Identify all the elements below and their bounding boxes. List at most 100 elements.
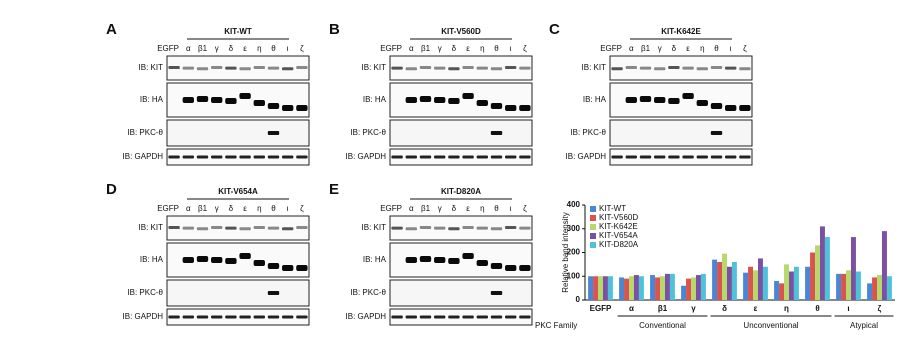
- blot-box: [609, 119, 753, 147]
- band: [611, 67, 623, 71]
- legend-swatch: [590, 206, 596, 212]
- bar: [753, 270, 758, 300]
- band: [182, 226, 194, 230]
- band: [696, 155, 708, 159]
- lane-label: ι: [730, 44, 732, 53]
- band: [225, 66, 237, 70]
- panel-letter: D: [106, 181, 117, 198]
- lane-label: γ: [438, 204, 442, 213]
- blot-box: [389, 82, 533, 118]
- bar: [784, 264, 789, 300]
- band: [519, 66, 531, 70]
- bar: [805, 266, 811, 300]
- band: [405, 257, 417, 263]
- blot-box: [389, 119, 533, 147]
- band: [710, 131, 723, 135]
- bar: [633, 275, 639, 300]
- lane-label: ε: [243, 204, 247, 213]
- band: [654, 155, 666, 159]
- band: [448, 155, 460, 159]
- band: [490, 291, 503, 295]
- band: [462, 315, 474, 319]
- row-label: IB: KIT: [139, 63, 164, 72]
- band: [434, 226, 446, 230]
- bar: [757, 258, 763, 300]
- lane-label: β1: [198, 204, 208, 213]
- band: [282, 315, 294, 319]
- band: [476, 155, 488, 159]
- band: [182, 66, 194, 70]
- band: [391, 315, 403, 319]
- bar: [607, 276, 613, 300]
- band: [519, 226, 531, 230]
- band: [253, 315, 265, 319]
- lane-label: β1: [421, 204, 431, 213]
- band: [625, 66, 637, 69]
- legend-label: KIT-K642E: [599, 222, 638, 231]
- bar: [598, 276, 603, 300]
- band: [625, 97, 637, 103]
- lane-label: ι: [287, 204, 289, 213]
- band: [239, 227, 251, 231]
- bar: [717, 262, 723, 300]
- band: [267, 155, 280, 159]
- legend-swatch: [590, 215, 596, 221]
- group-label: Atypical: [850, 321, 878, 330]
- bar: [664, 273, 670, 300]
- y-tick-label: 100: [567, 271, 581, 280]
- band: [682, 155, 694, 159]
- band: [253, 226, 265, 229]
- band: [654, 67, 666, 71]
- band: [639, 96, 652, 102]
- band: [710, 155, 723, 159]
- band: [267, 66, 280, 70]
- band: [490, 227, 503, 231]
- band: [391, 66, 403, 70]
- band: [625, 155, 637, 159]
- band: [296, 105, 308, 111]
- row-label: IB: GAPDH: [346, 312, 387, 321]
- band: [282, 265, 294, 271]
- band: [296, 226, 308, 229]
- band: [196, 256, 209, 262]
- band: [182, 97, 194, 103]
- band: [462, 66, 474, 69]
- band: [434, 257, 446, 263]
- lane-label: ε: [243, 44, 247, 53]
- band: [505, 105, 517, 111]
- band: [696, 100, 708, 106]
- band: [391, 226, 403, 230]
- band: [505, 66, 517, 69]
- bar: [686, 278, 692, 300]
- band: [168, 315, 180, 319]
- band: [253, 100, 265, 106]
- row-label: IB: HA: [363, 95, 387, 104]
- bar: [602, 276, 608, 300]
- band: [196, 155, 209, 159]
- band: [239, 93, 251, 99]
- band: [168, 155, 180, 159]
- band: [739, 67, 751, 71]
- panel-title: KIT-V654A: [218, 187, 258, 196]
- lane-label: ζ: [743, 44, 747, 53]
- x-tick-label: ι: [847, 304, 849, 313]
- band: [476, 100, 488, 106]
- band: [448, 258, 460, 264]
- bar: [743, 272, 749, 300]
- lane-label: θ: [494, 44, 499, 53]
- band: [725, 155, 737, 159]
- lane-label: δ: [229, 44, 234, 53]
- band: [391, 155, 403, 159]
- band: [211, 155, 223, 159]
- bar: [638, 276, 644, 300]
- x-tick-label: α: [629, 304, 634, 313]
- x-tick-label: ε: [754, 304, 758, 313]
- band: [239, 67, 251, 71]
- lane-label: θ: [271, 204, 276, 213]
- lane-label: δ: [452, 204, 457, 213]
- band: [448, 227, 460, 231]
- band: [639, 155, 652, 159]
- lane-label: η: [480, 204, 484, 213]
- band: [476, 226, 488, 230]
- lane-label: ι: [287, 44, 289, 53]
